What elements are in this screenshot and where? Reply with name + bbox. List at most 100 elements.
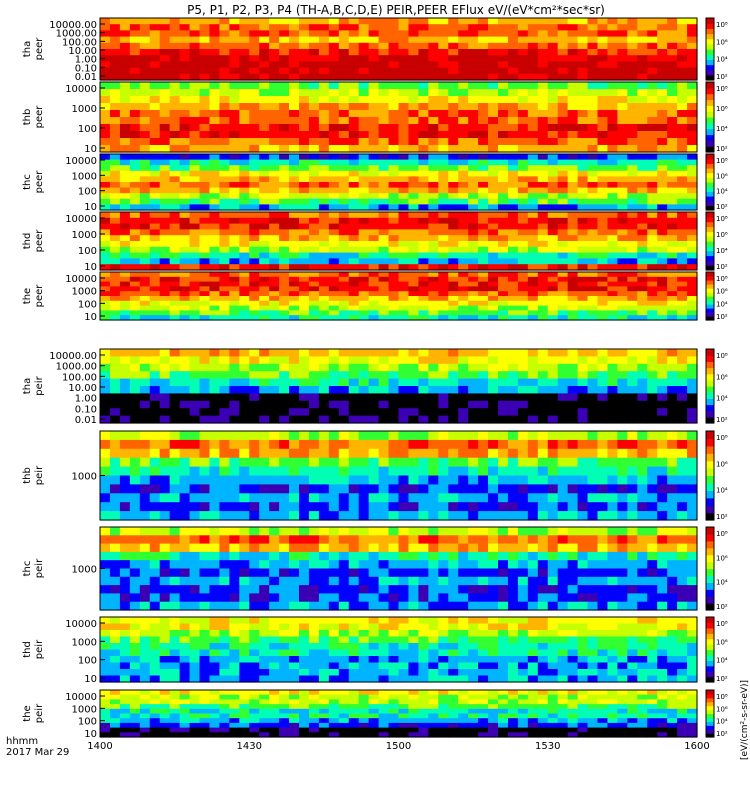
heatmap-cell bbox=[328, 241, 340, 248]
heatmap-cell bbox=[687, 193, 698, 200]
heatmap-cell bbox=[478, 371, 489, 380]
heatmap-cell bbox=[169, 82, 181, 90]
heatmap-cell bbox=[308, 543, 320, 553]
heatmap-cell bbox=[398, 363, 410, 372]
heatmap-cell bbox=[229, 560, 240, 570]
heatmap-cell bbox=[279, 212, 290, 219]
heatmap-cell bbox=[637, 356, 648, 365]
heatmap-cell bbox=[139, 484, 151, 494]
heatmap-cell bbox=[517, 235, 529, 242]
heatmap-cell bbox=[269, 371, 280, 380]
heatmap-cell bbox=[507, 187, 519, 194]
heatmap-cell bbox=[468, 61, 479, 69]
heatmap-cell bbox=[627, 484, 638, 494]
heatmap-cell bbox=[617, 305, 628, 311]
heatmap-cell bbox=[468, 67, 479, 75]
heatmap-cell bbox=[368, 439, 380, 450]
heatmap-cell bbox=[229, 415, 240, 424]
heatmap-cell bbox=[119, 386, 131, 394]
heatmap-cell bbox=[468, 535, 479, 545]
heatmap-cell bbox=[438, 310, 449, 316]
heatmap-cell bbox=[647, 246, 658, 254]
heatmap-cell bbox=[408, 601, 419, 611]
heatmap-cell bbox=[119, 229, 131, 236]
heatmap-cell bbox=[398, 36, 410, 44]
heatmap-cell bbox=[119, 300, 131, 307]
heatmap-cell bbox=[567, 246, 579, 254]
heatmap-cell bbox=[637, 484, 648, 494]
heatmap-cell bbox=[438, 18, 449, 25]
heatmap-cell bbox=[428, 217, 439, 225]
heatmap-cell bbox=[408, 176, 419, 183]
heatmap-cell bbox=[328, 305, 340, 311]
heatmap-cell bbox=[647, 110, 658, 118]
heatmap-cell bbox=[299, 568, 310, 578]
heatmap-cell bbox=[169, 593, 181, 603]
heatmap-cell bbox=[239, 408, 250, 417]
heatmap-cell bbox=[119, 36, 131, 44]
heatmap-cell bbox=[159, 176, 171, 183]
heatmap-cell bbox=[488, 117, 499, 125]
heatmap-cell bbox=[358, 252, 370, 259]
heatmap-cell bbox=[358, 286, 370, 292]
heatmap-cell bbox=[259, 300, 270, 307]
colorbar-segment bbox=[706, 38, 714, 45]
heatmap-cell bbox=[468, 73, 479, 81]
heatmap-cell bbox=[667, 527, 678, 536]
heatmap-cell bbox=[199, 371, 211, 380]
heatmap-cell bbox=[338, 408, 350, 417]
heatmap-cell bbox=[318, 527, 330, 536]
heatmap-cell bbox=[428, 264, 439, 271]
heatmap-cell bbox=[229, 217, 240, 225]
heatmap-cell bbox=[159, 371, 171, 380]
heatmap-cell bbox=[109, 535, 121, 545]
heatmap-cell bbox=[498, 18, 509, 25]
heatmap-cell bbox=[458, 165, 469, 172]
heatmap-cell bbox=[567, 229, 579, 236]
heatmap-cell bbox=[229, 258, 240, 265]
heatmap-cell bbox=[109, 291, 121, 297]
heatmap-cell bbox=[667, 296, 678, 302]
panel-label-species: peer bbox=[34, 105, 45, 129]
heatmap-cell bbox=[667, 55, 678, 62]
heatmap-cell bbox=[498, 363, 509, 372]
heatmap-cell bbox=[239, 415, 250, 424]
heatmap-cell bbox=[677, 378, 688, 387]
heatmap-cell bbox=[338, 310, 350, 316]
heatmap-cell bbox=[517, 55, 529, 62]
heatmap-cell bbox=[677, 448, 688, 459]
heatmap-cell bbox=[577, 305, 589, 311]
heatmap-cell bbox=[199, 400, 211, 409]
heatmap-cell bbox=[149, 82, 161, 90]
heatmap-cell bbox=[408, 291, 419, 297]
heatmap-cell bbox=[308, 502, 320, 512]
heatmap-cell bbox=[438, 82, 449, 90]
y-tick-label: 10.00 bbox=[68, 46, 97, 57]
heatmap-cell bbox=[607, 484, 618, 494]
heatmap-cell bbox=[189, 415, 201, 424]
heatmap-cell bbox=[637, 246, 648, 254]
heatmap-cell bbox=[169, 131, 181, 139]
heatmap-cell bbox=[139, 193, 151, 200]
heatmap-cell bbox=[169, 511, 181, 521]
y-tick-label: 10000.00 bbox=[49, 351, 97, 362]
heatmap-cell bbox=[667, 264, 678, 271]
heatmap-cell bbox=[667, 493, 678, 503]
heatmap-cell bbox=[109, 61, 121, 69]
heatmap-cell bbox=[109, 493, 121, 503]
heatmap-cell bbox=[209, 349, 220, 357]
heatmap-cell bbox=[199, 96, 211, 104]
heatmap-cell bbox=[239, 400, 250, 409]
heatmap-cell bbox=[129, 170, 141, 177]
heatmap-cell bbox=[249, 96, 260, 104]
heatmap-cell bbox=[328, 103, 340, 111]
heatmap-cell bbox=[647, 310, 658, 316]
heatmap-cell bbox=[109, 300, 121, 307]
heatmap-cell bbox=[159, 165, 171, 172]
heatmap-cell bbox=[428, 551, 439, 561]
heatmap-cell bbox=[627, 61, 638, 69]
heatmap-cell bbox=[488, 356, 499, 365]
heatmap-cell bbox=[607, 176, 618, 183]
heatmap-cell bbox=[189, 30, 201, 38]
heatmap-cell bbox=[637, 296, 648, 302]
